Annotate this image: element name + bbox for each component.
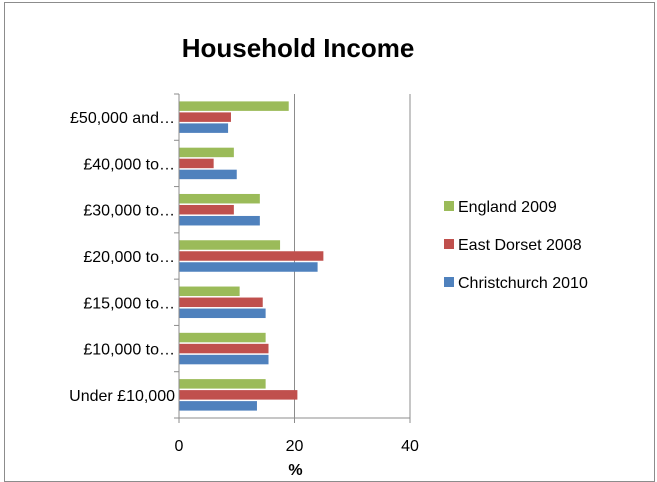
legend-label: England 2009 xyxy=(458,199,557,216)
legend: England 2009 East Dorset 2008 Christchurch… xyxy=(444,199,588,292)
bar-england-2009-4 xyxy=(179,286,240,297)
x-tick-label: 40 xyxy=(401,438,419,455)
bar-christchurch-2010-6 xyxy=(179,401,257,411)
legend-swatch-2 xyxy=(444,277,454,287)
legend-label: Christchurch 2010 xyxy=(458,275,588,292)
bar-christchurch-2010-5 xyxy=(179,354,269,365)
x-tick-labels: 0 20 40 xyxy=(175,438,419,455)
category-label: £15,000 to… xyxy=(83,295,175,312)
category-label: £40,000 to… xyxy=(83,156,175,173)
x-tick-label: 0 xyxy=(175,438,184,455)
x-tick-label: 20 xyxy=(286,438,304,455)
bar-east-dorset-2008-6 xyxy=(179,390,298,400)
bar-east-dorset-2008-3 xyxy=(179,251,324,261)
bar-east-dorset-2008-2 xyxy=(179,204,234,215)
bar-east-dorset-2008-1 xyxy=(179,158,214,169)
category-label: £50,000 and… xyxy=(70,110,175,127)
chart-title: Household Income xyxy=(181,33,415,63)
bar-england-2009-2 xyxy=(179,193,260,204)
bar-christchurch-2010-0 xyxy=(179,123,229,133)
legend-swatch-1 xyxy=(444,239,454,249)
legend-swatch-0 xyxy=(444,201,454,211)
category-label: Under £10,000 xyxy=(69,388,175,405)
bar-england-2009-1 xyxy=(179,147,234,158)
bar-christchurch-2010-3 xyxy=(179,262,318,272)
bar-christchurch-2010-1 xyxy=(179,169,237,180)
x-axis-label: % xyxy=(288,462,302,478)
chart-frame xyxy=(4,2,655,482)
bar-christchurch-2010-2 xyxy=(179,215,260,226)
bar-england-2009-0 xyxy=(179,101,289,111)
bar-england-2009-5 xyxy=(179,332,266,343)
bar-england-2009-3 xyxy=(179,240,281,250)
category-label: £20,000 to… xyxy=(83,249,175,266)
bar-christchurch-2010-4 xyxy=(179,308,266,319)
bars xyxy=(179,101,324,411)
category-labels: £50,000 and… £40,000 to… £30,000 to… £20,00… xyxy=(69,110,175,405)
bar-east-dorset-2008-5 xyxy=(179,343,269,354)
bar-east-dorset-2008-4 xyxy=(179,297,263,308)
category-label: £10,000 to… xyxy=(83,342,175,359)
category-label: £30,000 to… xyxy=(83,203,175,220)
bar-england-2009-6 xyxy=(179,379,266,389)
legend-label: East Dorset 2008 xyxy=(458,237,582,254)
axes xyxy=(174,93,411,423)
bar-east-dorset-2008-0 xyxy=(179,112,231,122)
